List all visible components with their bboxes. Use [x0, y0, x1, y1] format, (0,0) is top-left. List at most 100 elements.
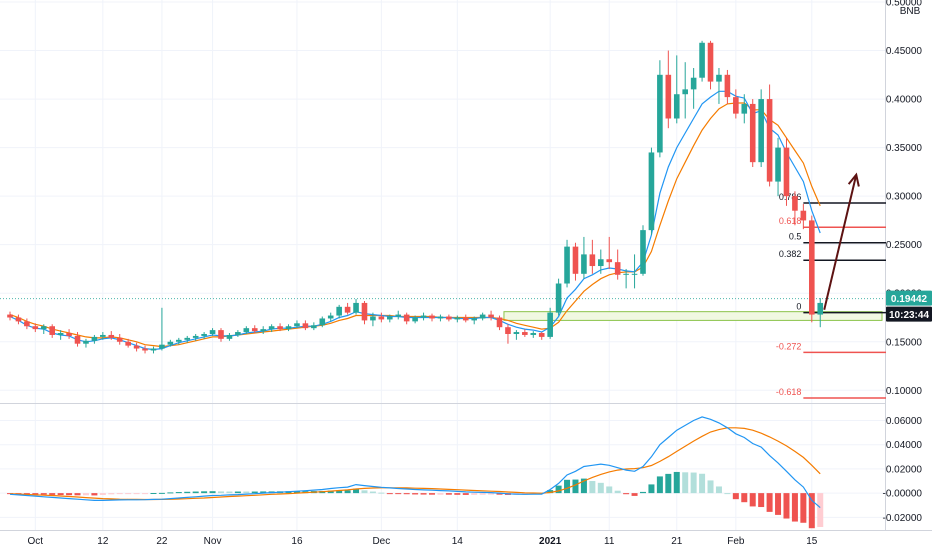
price-badges: 0.19442 10:23:44	[886, 290, 932, 322]
candle-body	[614, 262, 621, 275]
macd-histogram-bar	[234, 491, 241, 494]
candle-body	[707, 42, 714, 82]
candle-body	[285, 326, 292, 330]
candle-body	[437, 316, 444, 319]
macd-histogram-bar	[437, 493, 444, 495]
macd-histogram-bar	[614, 490, 621, 494]
candle-body	[817, 302, 824, 315]
macd-histogram-bar	[420, 493, 427, 495]
candle-body	[370, 316, 376, 321]
macd-histogram-bar	[749, 493, 756, 507]
candle-body	[648, 152, 655, 231]
candle-body	[488, 314, 494, 318]
candle-body	[167, 341, 174, 345]
macd-histogram-bar	[226, 491, 233, 494]
candle-body	[665, 74, 672, 119]
time-tick-label: 2021	[539, 536, 562, 547]
fib-level-label: 0.382	[779, 249, 802, 259]
candle-body	[412, 317, 418, 322]
candlestick-series	[7, 40, 824, 354]
candle-body	[66, 333, 72, 336]
macd-histogram-bar	[699, 473, 706, 494]
time-tick-label: Dec	[372, 536, 390, 547]
candle-body	[40, 326, 47, 330]
macd-tick-label: 0.06000	[886, 416, 923, 427]
macd-histogram-bar	[572, 479, 579, 494]
candle-body	[327, 315, 334, 319]
candle-body	[581, 254, 587, 274]
candle-body	[235, 332, 241, 335]
macd-histogram-bar	[766, 493, 773, 512]
time-tick-label: Nov	[204, 536, 222, 547]
candle-body	[657, 74, 663, 153]
candle-body	[454, 317, 461, 320]
candle-body	[311, 325, 317, 329]
macd-histogram-bar	[496, 493, 503, 495]
macd-histogram-bar	[353, 488, 360, 494]
macd-tick-label: 0.02000	[886, 464, 923, 475]
candle-body	[57, 333, 64, 335]
candle-body	[353, 302, 359, 313]
candle-body	[243, 328, 250, 333]
candle-body	[403, 314, 410, 322]
macd-histogram-bar	[66, 493, 73, 496]
candle-body	[378, 316, 385, 320]
projection-arrow[interactable]	[823, 172, 860, 310]
support-zone	[503, 311, 883, 321]
macd-histogram-bar	[167, 492, 174, 494]
macd-histogram-bar	[99, 493, 106, 495]
macd-histogram-bar	[454, 493, 461, 495]
macd-histogram-bar	[589, 481, 596, 494]
fib-level-label: -0.272	[776, 341, 802, 351]
macd-axis[interactable]: 0.06000 0.04000 0.02000 -0.00000 -0.02000	[883, 416, 923, 524]
projection-arrow-shaft	[823, 174, 858, 310]
candle-body	[302, 323, 309, 329]
candle-body	[462, 317, 469, 321]
macd-histogram-bar	[150, 492, 157, 494]
candle-body	[598, 259, 604, 267]
currency-label: BNB	[900, 6, 921, 17]
macd-histogram-bar	[682, 472, 689, 494]
candle-body	[699, 42, 705, 78]
candle-body	[336, 306, 342, 316]
candle-body	[749, 103, 756, 163]
time-axis[interactable]: Oct 12 22 Nov 16 Dec 14 2021 11 21 Feb 15	[28, 536, 818, 547]
macd-histogram-bar	[175, 492, 182, 494]
macd-histogram-bar	[445, 493, 452, 495]
countdown-badge	[886, 306, 932, 322]
macd-histogram-bar	[344, 490, 351, 494]
macd-histogram-bar	[336, 490, 343, 494]
current-price-badge	[886, 290, 932, 306]
candle-body	[91, 336, 98, 341]
candle-body	[505, 327, 511, 334]
candle-body	[268, 326, 275, 330]
macd-histogram-bar	[125, 493, 132, 495]
candle-body	[547, 312, 553, 337]
candle-body	[49, 326, 55, 335]
candle-body	[201, 333, 207, 336]
candle-body	[251, 328, 258, 332]
candle-body	[142, 348, 148, 351]
candle-body	[395, 314, 402, 317]
macd-histogram-bar	[293, 491, 300, 494]
macd-histogram-bar	[23, 493, 30, 495]
candle-body	[133, 345, 140, 349]
candle-body	[218, 330, 224, 339]
macd-pane	[7, 416, 824, 529]
macd-histogram-bar	[800, 493, 807, 523]
time-tick-label: 21	[671, 536, 683, 547]
time-tick-label: 11	[604, 536, 615, 547]
price-tick-label: 0.15000	[886, 337, 923, 348]
candle-body	[716, 74, 722, 82]
fibonacci-retracement[interactable]: 0.786 0.618 0.5 0.382 0 -0.272 -0.618	[776, 192, 886, 399]
macd-histogram-bar	[361, 490, 368, 494]
candle-body	[800, 210, 807, 221]
macd-histogram-bar	[327, 490, 334, 494]
macd-histogram-bar	[369, 491, 376, 494]
candle-body	[150, 348, 157, 351]
candle-body	[741, 103, 748, 114]
candle-body	[623, 273, 629, 275]
